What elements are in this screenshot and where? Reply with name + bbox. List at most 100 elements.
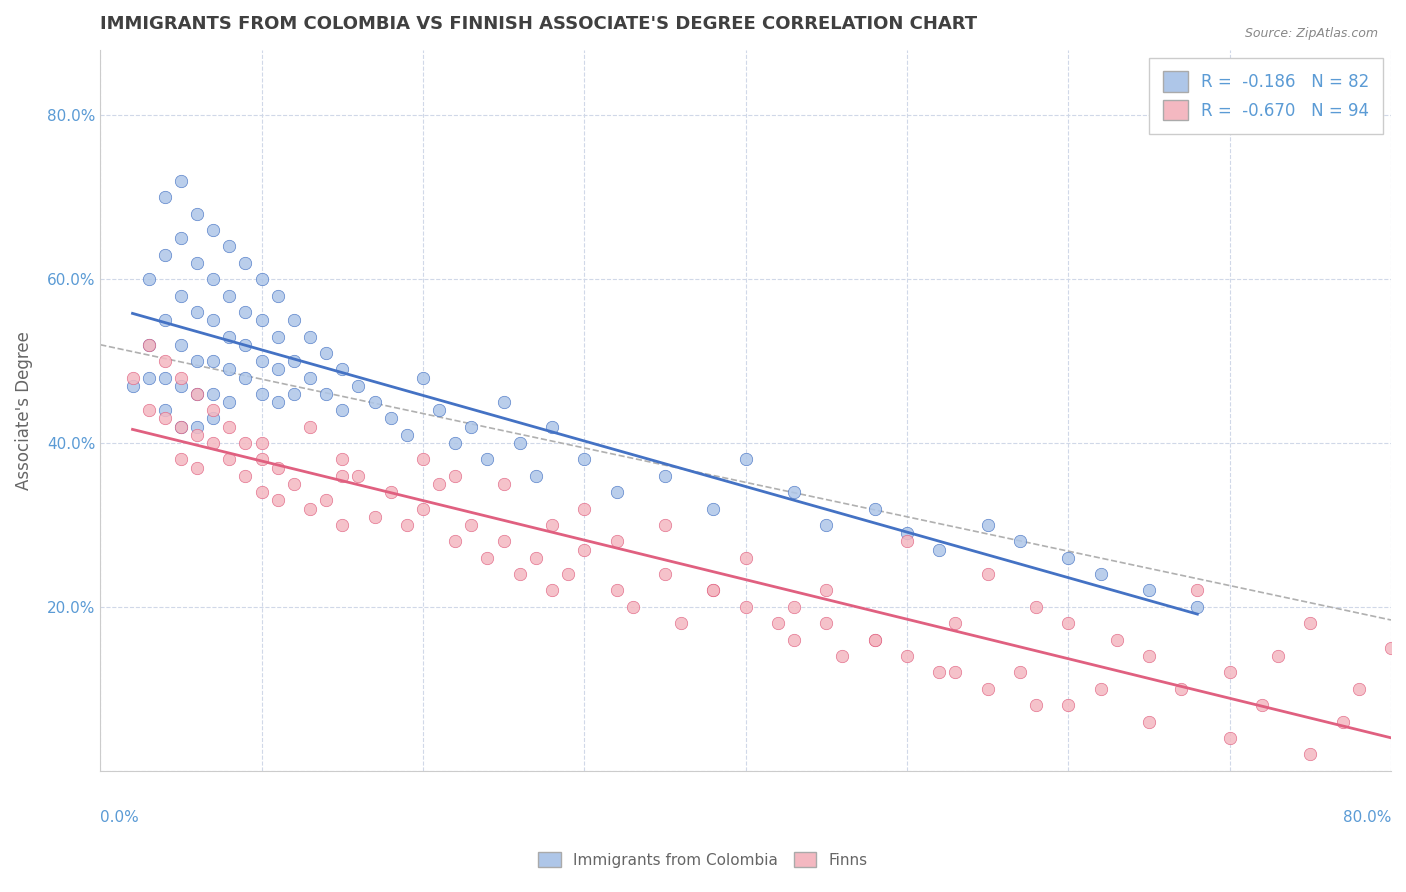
Point xyxy=(298,501,321,516)
Point xyxy=(380,411,402,425)
Point xyxy=(1299,616,1322,631)
Point xyxy=(815,616,838,631)
Point xyxy=(541,583,564,598)
Point xyxy=(202,403,225,417)
Point xyxy=(509,436,531,450)
Point xyxy=(170,452,193,467)
Point xyxy=(1105,632,1128,647)
Point xyxy=(509,567,531,582)
Point xyxy=(218,362,240,376)
Point xyxy=(267,288,290,302)
Point xyxy=(1299,747,1322,762)
Point xyxy=(283,387,305,401)
Point xyxy=(170,370,193,384)
Point xyxy=(783,599,806,614)
Point xyxy=(492,534,515,549)
Point xyxy=(460,518,482,533)
Point xyxy=(928,542,950,557)
Point xyxy=(121,378,143,392)
Point xyxy=(186,207,208,221)
Point xyxy=(928,665,950,680)
Point xyxy=(896,648,918,663)
Point xyxy=(363,395,385,409)
Point xyxy=(1187,583,1209,598)
Point xyxy=(315,493,337,508)
Point xyxy=(363,509,385,524)
Point xyxy=(896,526,918,541)
Point xyxy=(315,387,337,401)
Point xyxy=(976,567,998,582)
Point xyxy=(574,542,596,557)
Point xyxy=(267,460,290,475)
Point xyxy=(250,313,273,327)
Point xyxy=(235,337,257,351)
Point xyxy=(863,501,886,516)
Point xyxy=(138,370,160,384)
Point xyxy=(202,223,225,237)
Point xyxy=(153,354,176,368)
Point xyxy=(1025,698,1047,713)
Point xyxy=(153,190,176,204)
Point xyxy=(250,452,273,467)
Point xyxy=(267,329,290,343)
Point xyxy=(524,550,547,565)
Point xyxy=(1008,534,1031,549)
Point xyxy=(153,313,176,327)
Point xyxy=(976,518,998,533)
Point xyxy=(330,403,353,417)
Point xyxy=(574,452,596,467)
Point xyxy=(541,419,564,434)
Point xyxy=(235,370,257,384)
Point xyxy=(606,583,628,598)
Point xyxy=(492,395,515,409)
Point xyxy=(427,477,450,491)
Point xyxy=(218,395,240,409)
Point xyxy=(654,468,676,483)
Point xyxy=(831,648,853,663)
Point xyxy=(1137,714,1160,729)
Point xyxy=(557,567,579,582)
Point xyxy=(976,681,998,696)
Point xyxy=(1331,714,1354,729)
Point xyxy=(235,468,257,483)
Point xyxy=(1170,681,1192,696)
Point xyxy=(1025,599,1047,614)
Point xyxy=(395,427,418,442)
Point xyxy=(863,632,886,647)
Point xyxy=(347,468,370,483)
Point xyxy=(186,427,208,442)
Point xyxy=(202,354,225,368)
Point xyxy=(621,599,644,614)
Point xyxy=(541,518,564,533)
Point xyxy=(267,395,290,409)
Point xyxy=(1379,640,1402,655)
Point xyxy=(444,468,467,483)
Point xyxy=(412,501,434,516)
Point xyxy=(702,501,724,516)
Point xyxy=(427,403,450,417)
Point xyxy=(654,518,676,533)
Point xyxy=(283,354,305,368)
Point xyxy=(202,387,225,401)
Point xyxy=(218,239,240,253)
Point xyxy=(170,378,193,392)
Point xyxy=(330,518,353,533)
Point xyxy=(186,305,208,319)
Point xyxy=(235,256,257,270)
Point xyxy=(702,583,724,598)
Point xyxy=(330,452,353,467)
Point xyxy=(1008,665,1031,680)
Point xyxy=(1219,731,1241,745)
Point xyxy=(170,419,193,434)
Point xyxy=(896,534,918,549)
Point xyxy=(444,436,467,450)
Text: Source: ZipAtlas.com: Source: ZipAtlas.com xyxy=(1244,27,1378,40)
Point xyxy=(1090,567,1112,582)
Point xyxy=(250,436,273,450)
Point xyxy=(1251,698,1274,713)
Point xyxy=(298,419,321,434)
Text: 80.0%: 80.0% xyxy=(1343,810,1391,825)
Point xyxy=(1219,665,1241,680)
Point xyxy=(218,288,240,302)
Point xyxy=(815,583,838,598)
